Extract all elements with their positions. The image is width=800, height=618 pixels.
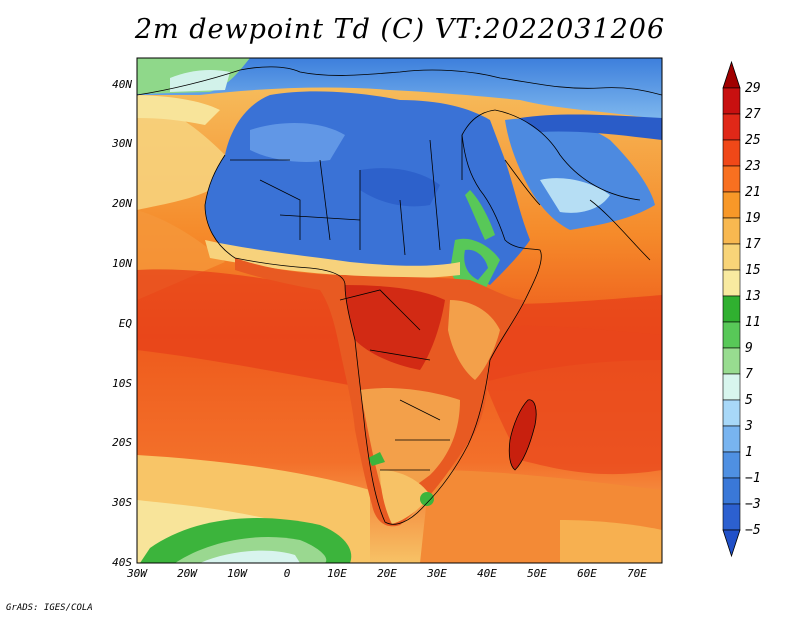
colorbar-swatch	[722, 373, 741, 401]
lat-tick-label: 20N	[112, 197, 132, 210]
botswana-green	[368, 452, 385, 466]
red-sea-coast	[465, 190, 495, 240]
colorbar-swatch	[722, 295, 741, 323]
credit-label: GrADS: IGES/COLA	[6, 603, 93, 613]
lon-tick-label: 10E	[327, 567, 347, 580]
lat-tick-label: 30N	[111, 137, 132, 150]
lon-tick-label: 60E	[577, 567, 597, 580]
arabia-region	[505, 118, 655, 230]
colorbar-label: −1	[745, 471, 761, 486]
lat-tick-label: 20S	[112, 436, 132, 449]
colorbar-label: 9	[745, 341, 753, 356]
lon-tick-label: 20W	[177, 567, 198, 580]
colorbar-swatch	[722, 321, 741, 349]
sahara-light-1	[250, 123, 345, 162]
lon-tick-label: 0	[284, 567, 291, 580]
lon-tick-label: 50E	[527, 567, 547, 580]
europe-field	[137, 58, 662, 120]
colorbar-swatch	[722, 425, 741, 453]
colorbar-swatch	[722, 243, 741, 271]
country-borders	[230, 135, 463, 471]
arabia-coast	[494, 109, 641, 206]
lat-tick-label: 30S	[111, 496, 132, 509]
map-field	[137, 58, 662, 563]
middle-east-dark	[520, 114, 662, 140]
lon-tick-label: 30E	[426, 567, 447, 580]
india-coast	[589, 199, 651, 261]
colorbar-bottom-arrow	[722, 529, 741, 558]
south-africa-dry	[380, 470, 430, 524]
colorbar-label: 7	[745, 367, 753, 382]
map-frame	[136, 57, 663, 564]
lat-tick-label: 40S	[112, 556, 132, 569]
colorbar-label: 19	[745, 211, 761, 226]
colorbar-label: 27	[745, 107, 761, 122]
atlantic-cyan	[170, 70, 230, 92]
colorbar-label: 17	[745, 237, 761, 252]
lon-axis: 30W 20W 10W 0 10E 20E 30E 40E 50E 60E 70…	[126, 567, 647, 580]
lon-tick-label: 70E	[627, 567, 647, 580]
arabia-light	[540, 178, 610, 213]
colorbar-label: 5	[745, 393, 753, 408]
coastlines	[137, 66, 662, 525]
colorbar-swatch	[722, 191, 741, 219]
lon-tick-label: 30W	[126, 567, 148, 580]
lat-tick-label: EQ	[119, 317, 133, 330]
colorbar-swatch	[722, 139, 741, 167]
colorbar-swatch	[722, 347, 741, 375]
colorbar-label: 15	[745, 263, 761, 278]
sahara-dark-1	[360, 168, 440, 207]
colorbar-swatch	[722, 87, 741, 115]
atlantic-dry-band	[137, 100, 230, 210]
lat-tick-label: 40N	[112, 78, 132, 91]
lat-axis: 40N 30N 20N 10N EQ 10S 20S 30S 40S	[111, 78, 132, 569]
canary-yellow	[137, 95, 220, 125]
colorbar-label: 1	[745, 445, 753, 460]
colorbar-label: −5	[745, 523, 761, 538]
colorbar-swatch	[722, 477, 741, 505]
africa-coast	[204, 109, 542, 525]
colorbar: 29 27 25 23 21 19 17 15 13 11 9 7 5 3 1 −1 −3 −5	[722, 60, 761, 558]
colorbar-swatch	[722, 113, 741, 141]
colorbar-label: 11	[745, 315, 761, 330]
sahel-yellow	[205, 240, 460, 279]
map-title: 2m dewpoint Td (C) VT:2022031206	[134, 14, 666, 45]
lon-tick-label: 40E	[477, 567, 497, 580]
congo-region	[345, 285, 445, 370]
colorbar-label: 13	[745, 289, 761, 304]
lon-tick-label: 20E	[377, 567, 397, 580]
southern-cyan	[200, 550, 300, 563]
colorbar-swatch	[722, 165, 741, 193]
colorbar-label: 25	[745, 133, 761, 148]
colorbar-label: 21	[745, 185, 761, 200]
europe-coast	[137, 66, 662, 96]
colorbar-label: 29	[745, 81, 761, 96]
colorbar-swatch	[722, 503, 741, 531]
colorbar-top-arrow	[722, 60, 741, 89]
lesotho-green	[420, 492, 434, 506]
colorbar-swatch	[722, 451, 741, 479]
colorbar-swatch	[722, 217, 741, 245]
south-indian-dry	[560, 520, 662, 563]
lat-tick-label: 10N	[112, 257, 132, 270]
colorbar-label: 23	[745, 159, 761, 174]
ethiopia-blue	[464, 249, 488, 280]
colorbar-swatch	[722, 269, 741, 297]
colorbar-swatch	[722, 399, 741, 427]
lon-tick-label: 10W	[227, 567, 248, 580]
east-africa-highlands	[448, 300, 500, 380]
colorbar-label: −3	[745, 497, 761, 512]
madagascar	[508, 399, 537, 471]
colorbar-label: 3	[744, 419, 753, 434]
lat-tick-label: 10S	[112, 377, 132, 390]
